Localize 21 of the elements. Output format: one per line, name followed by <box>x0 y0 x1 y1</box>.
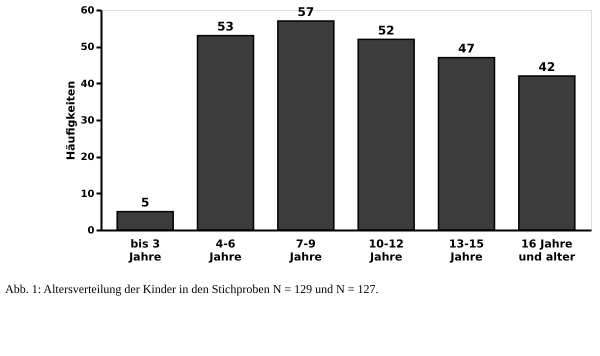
y-tick-label: 0 <box>88 226 95 236</box>
y-tick-label: 50 <box>80 42 95 54</box>
data-label: 47 <box>458 42 475 56</box>
y-tick-label: 40 <box>80 78 95 90</box>
data-label: 5 <box>141 196 150 210</box>
y-tick-label: 20 <box>80 152 95 164</box>
data-label: 42 <box>538 60 556 74</box>
y-axis-title: Häufigkeiten <box>64 80 78 160</box>
x-tick-label: 16 Jahre und alter <box>518 238 576 264</box>
x-tick-label: 10-12 Jahre <box>368 238 404 264</box>
x-tick-label: 4-6 Jahre <box>208 238 242 264</box>
data-label: 52 <box>378 23 395 38</box>
y-tick-label: 30 <box>80 116 95 126</box>
data-label: 57 <box>297 5 314 19</box>
y-tick-label: 10 <box>80 188 95 200</box>
x-tick-label: 7-9 Jahre <box>288 238 322 264</box>
x-tick-label: 13-15 Jahre <box>448 238 484 264</box>
data-label: 53 <box>217 20 234 34</box>
x-tick-label: bis 3 Jahre <box>128 238 162 264</box>
y-tick-label: 60 <box>80 6 95 16</box>
caption: Abb. 1: Altersverteilung der Kinder in den Stichproben N = 129 und N = 127. <box>5 282 379 296</box>
